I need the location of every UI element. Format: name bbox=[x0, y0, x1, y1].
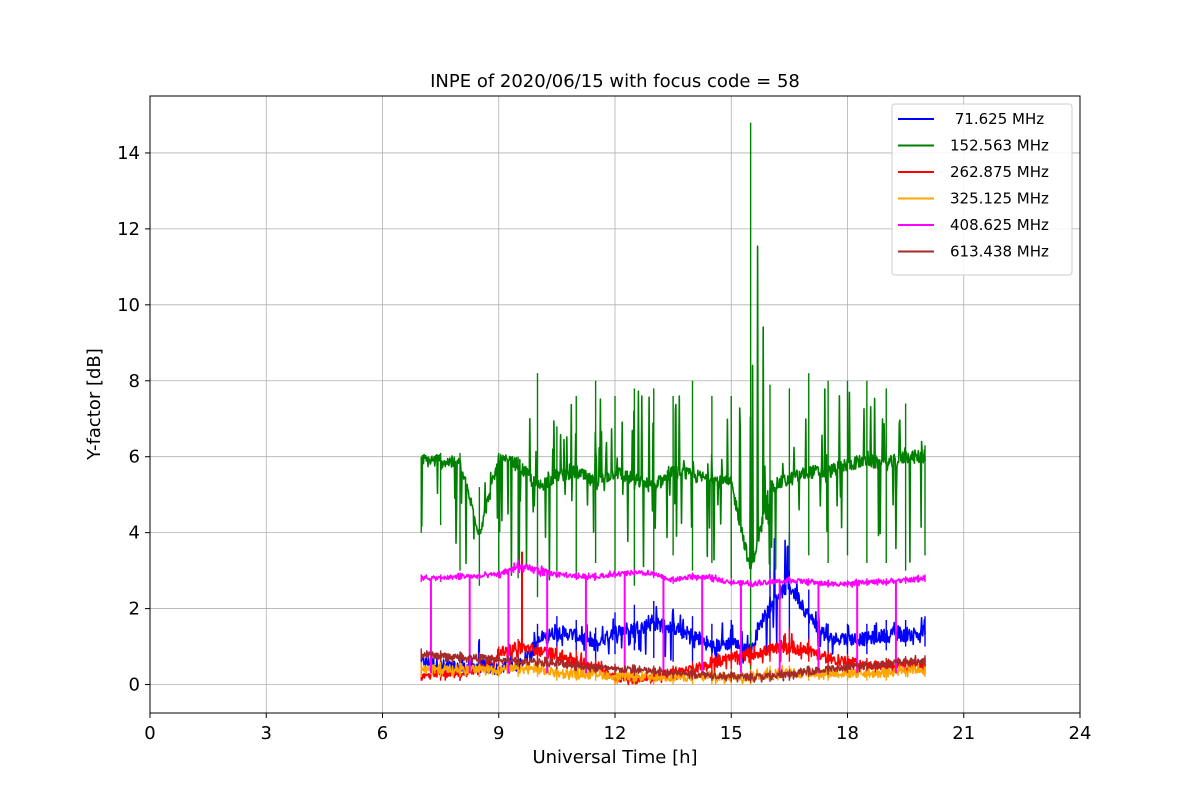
y-tick-label: 6 bbox=[129, 447, 140, 468]
legend: 71.625 MHz 152.563 MHz 262.875 MHz 325.125 … bbox=[891, 103, 1073, 276]
y-tick-label: 12 bbox=[117, 219, 140, 240]
x-tick-label: 18 bbox=[836, 723, 859, 744]
series-6 bbox=[420, 648, 926, 683]
y-tick-label: 8 bbox=[129, 371, 140, 392]
legend-label: 71.625 MHz bbox=[950, 110, 1044, 128]
legend-label: 408.625 MHz bbox=[950, 216, 1049, 234]
y-axis-title: Y-factor [dB] bbox=[84, 348, 105, 461]
x-tick-label: 3 bbox=[261, 723, 272, 744]
x-tick-label: 9 bbox=[493, 723, 504, 744]
legend-label: 262.875 MHz bbox=[950, 163, 1049, 181]
x-tick-label: 0 bbox=[144, 723, 155, 744]
chart-title: INPE of 2020/06/15 with focus code = 58 bbox=[430, 71, 800, 92]
x-axis-title: Universal Time [h] bbox=[532, 747, 697, 768]
legend-label: 325.125 MHz bbox=[950, 190, 1049, 208]
y-tick-label: 14 bbox=[117, 143, 140, 164]
y-tick-label: 0 bbox=[129, 675, 140, 696]
legend-label: 152.563 MHz bbox=[950, 137, 1049, 155]
x-tick-label: 21 bbox=[952, 723, 975, 744]
legend-box bbox=[891, 103, 1073, 276]
x-tick-label: 6 bbox=[377, 723, 388, 744]
x-tick-label: 12 bbox=[604, 723, 627, 744]
legend-label: 613.438 MHz bbox=[950, 243, 1049, 261]
series-layer bbox=[420, 122, 926, 686]
x-tick-label: 15 bbox=[720, 723, 743, 744]
series-2 bbox=[420, 122, 926, 685]
series-5 bbox=[420, 559, 926, 674]
x-tick-label: 24 bbox=[1069, 723, 1092, 744]
y-tick-label: 2 bbox=[129, 599, 140, 620]
y-tick-label: 4 bbox=[129, 523, 140, 544]
y-tick-label: 10 bbox=[117, 295, 140, 316]
